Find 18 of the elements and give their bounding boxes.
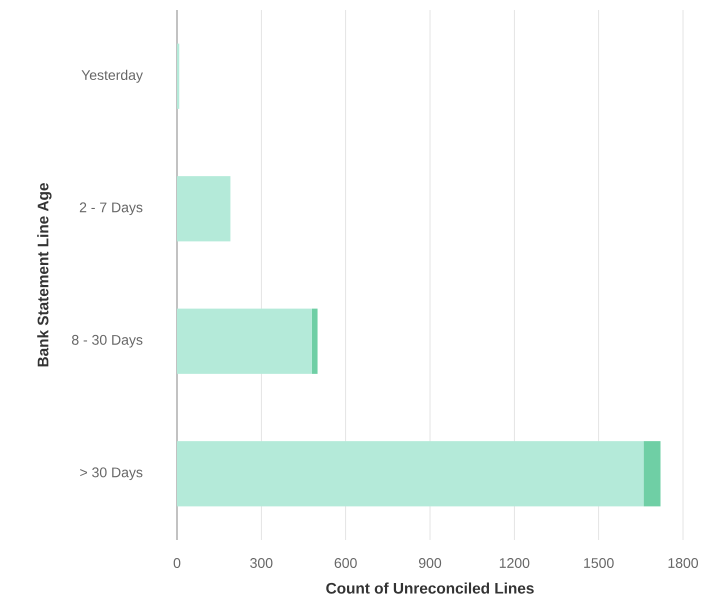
x-tick-label: 600 [334,558,357,568]
x-axis-title: Count of Unreconciled Lines [326,582,534,594]
bar [177,308,312,374]
y-axis-title: Bank Statement Line Age [37,183,52,366]
bar [177,441,644,506]
bar [644,441,661,506]
x-tick-label: 1800 [668,558,698,568]
y-tick-label: 2 - 7 Days [80,202,142,216]
x-tick-label: 900 [418,558,442,568]
bar [312,308,318,374]
bar [177,176,230,242]
x-tick-label: 1200 [500,558,530,568]
x-tick-label: 300 [250,558,272,568]
y-tick-label: > 30 Days [80,467,142,480]
y-tick-label: 8 - 30 Days [72,334,142,348]
y-tick-label: Yesterday [82,70,143,83]
x-tick-label: 1500 [584,558,614,568]
x-tick-label: 0 [174,558,180,568]
